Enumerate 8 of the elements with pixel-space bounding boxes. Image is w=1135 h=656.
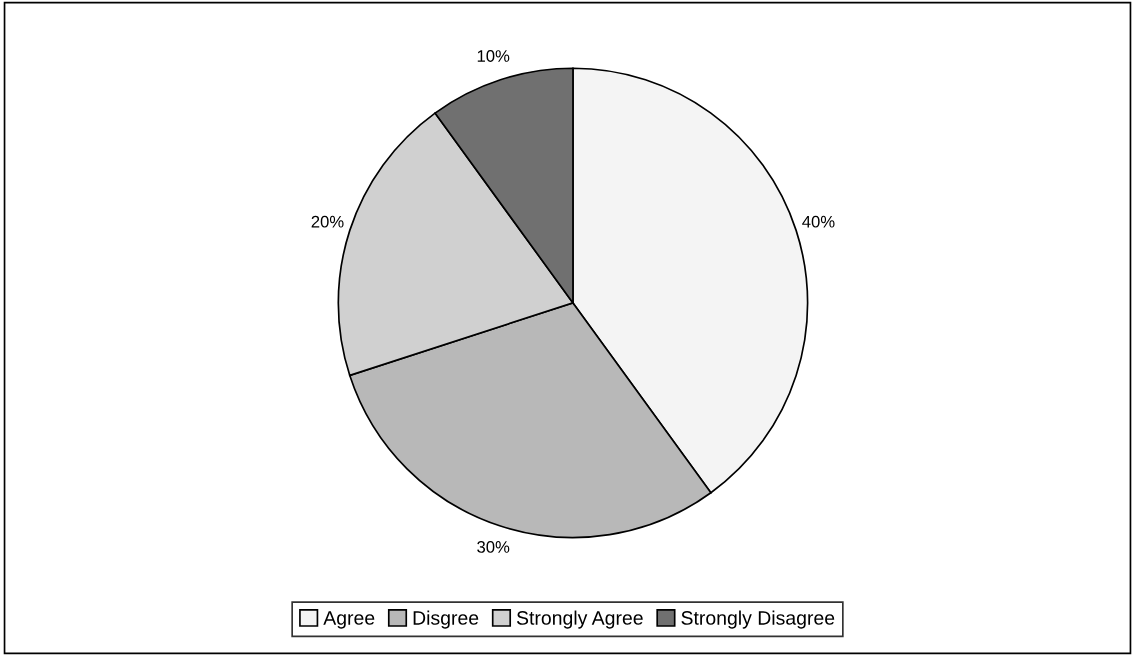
data-label: 40% <box>802 215 835 228</box>
data-label: 30% <box>477 541 510 553</box>
legend-label: Disgree <box>413 610 479 629</box>
data-label: 20% <box>311 215 344 228</box>
legend-label: Strongly Agree <box>516 610 643 629</box>
legend-label: Strongly Disagree <box>681 610 835 629</box>
data-label: 10% <box>477 50 510 62</box>
legend-label: Agree <box>323 611 375 629</box>
